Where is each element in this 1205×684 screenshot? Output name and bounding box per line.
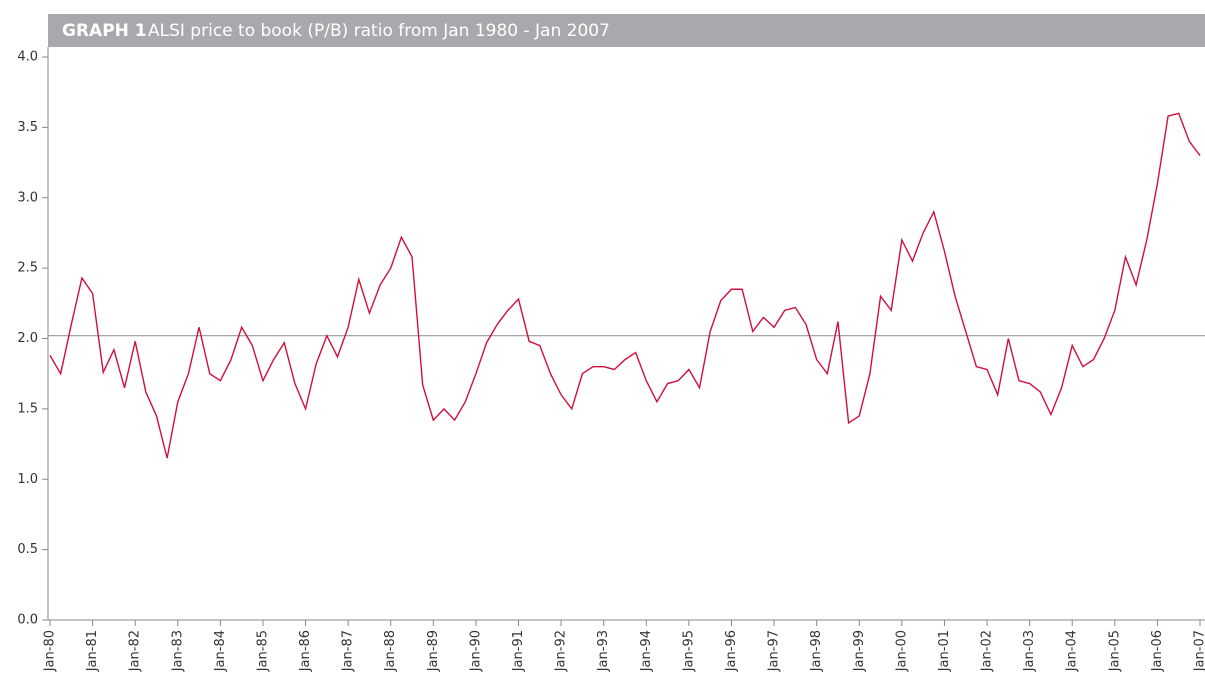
chart-title-label: GRAPH 1 [62,21,147,41]
x-tick-label: Jan-84 [213,630,228,672]
x-tick-label: Jan-07 [1193,630,1205,672]
x-tick-label: Jan-00 [894,630,909,672]
x-tick-label: Jan-92 [554,630,569,672]
x-tick-label: Jan-93 [596,630,611,672]
x-tick-label: Jan-82 [128,630,143,672]
data-line [49,112,1201,459]
y-tick-label: 3.0 [17,190,38,205]
x-tick-label: Jan-05 [1107,630,1122,672]
x-tick-label: Jan-95 [681,630,696,672]
x-tick-label: Jan-85 [255,630,270,672]
x-tick-label: Jan-81 [85,630,100,672]
x-tick-label: Jan-96 [724,630,739,672]
x-tick-label: Jan-86 [298,630,313,672]
y-tick-label: 2.5 [17,261,38,276]
x-tick-label: Jan-88 [383,630,398,672]
x-tick-label: Jan-02 [980,630,995,672]
y-tick-label: 1.0 [17,472,38,487]
x-tick-label: Jan-91 [511,630,526,672]
y-tick-label: 0.5 [17,542,38,557]
chart-title: ALSI price to book (P/B) ratio from Jan … [148,21,610,41]
x-tick-label: Jan-03 [1022,630,1037,672]
x-tick-label: Jan-99 [852,630,867,672]
title-bar [48,14,1205,47]
x-tick-label: Jan-04 [1065,630,1080,672]
x-tick-label: Jan-80 [43,630,58,672]
y-tick-label: 1.5 [17,401,38,416]
x-tick-label: Jan-89 [426,630,441,672]
y-tick-label: 0.0 [17,613,38,628]
y-tick-label: 3.5 [17,120,38,135]
x-tick-label: Jan-97 [767,630,782,672]
x-tick-label: Jan-94 [639,630,654,672]
x-tick-label: Jan-83 [170,630,185,672]
x-tick-label: Jan-01 [937,630,952,672]
y-tick-label: 4.0 [17,50,38,65]
x-tick-label: Jan-98 [809,630,824,672]
x-tick-label: Jan-87 [341,630,356,672]
x-tick-label: Jan-06 [1150,630,1165,672]
x-tick-label: Jan-90 [468,630,483,672]
y-tick-label: 2.0 [17,331,38,346]
